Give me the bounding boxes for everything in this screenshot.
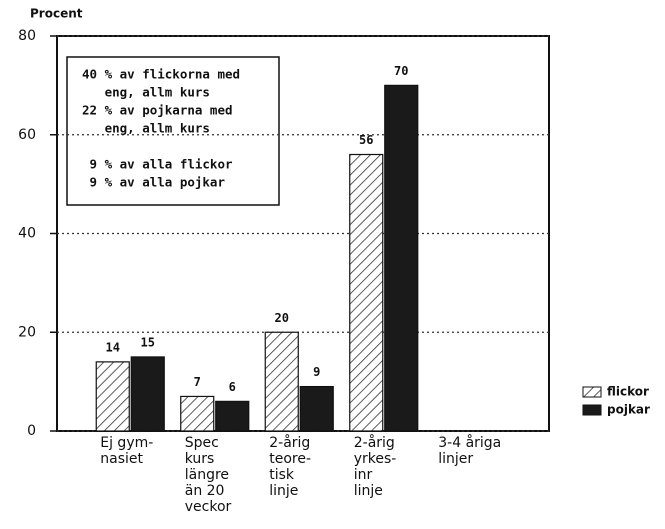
annotation-line: eng, allm kurs	[82, 85, 210, 100]
bar	[95, 361, 130, 432]
legend-swatch	[582, 386, 602, 398]
y-tick-label: 0	[27, 423, 36, 439]
x-tick-label: yrkes-	[354, 451, 397, 467]
annotation-line: 9 % av alla flickor	[82, 157, 233, 172]
value-label: 56	[359, 133, 373, 147]
x-tick-label: linjer	[438, 451, 473, 467]
annotation-line: 22 % av pojkarna med	[82, 103, 233, 118]
value-label: 6	[229, 380, 236, 394]
x-tick-label: nasiet	[100, 451, 143, 467]
bar	[215, 400, 250, 432]
bar	[180, 395, 215, 432]
x-tick-label: 2-årig	[269, 434, 310, 451]
legend-swatch	[582, 404, 602, 416]
value-label: 15	[141, 335, 155, 349]
annotation-box	[66, 56, 280, 206]
y-tick-label: 60	[18, 127, 36, 143]
x-tick-label: teore-	[269, 451, 311, 467]
legend-label: pojkar	[607, 403, 650, 417]
bar	[384, 84, 419, 432]
value-label: 70	[394, 64, 408, 78]
y-tick-label: 80	[18, 28, 36, 44]
y-axis-label: Procent	[30, 7, 83, 21]
value-label: 7	[194, 375, 201, 389]
x-tick-label: längre	[185, 467, 229, 483]
bar	[299, 385, 334, 432]
y-tick-label: 40	[18, 226, 36, 242]
bar	[264, 331, 299, 432]
annotation-line: 9 % av alla pojkar	[82, 175, 225, 190]
annotation-line: 40 % av flickorna med	[82, 67, 240, 82]
value-label: 20	[275, 311, 289, 325]
x-tick-label: tisk	[269, 467, 295, 483]
y-tick-label: 20	[18, 324, 36, 340]
x-tick-label: linje	[354, 483, 383, 499]
x-tick-label: linje	[269, 483, 298, 499]
x-tick-label: Ej gym-	[100, 435, 153, 451]
value-label: 9	[313, 365, 320, 379]
legend-label: flickor	[607, 385, 649, 399]
x-tick-label: inr	[354, 467, 373, 483]
bar	[349, 153, 384, 432]
x-tick-label: än 20	[185, 483, 225, 499]
value-label: 14	[106, 340, 120, 354]
x-tick-label: 3-4 åriga	[438, 434, 501, 451]
x-tick-label: Spec	[185, 435, 219, 451]
bar	[130, 356, 165, 432]
x-tick-label: 2-årig	[354, 434, 395, 451]
x-tick-label: kurs	[185, 451, 215, 467]
x-tick-label: veckor	[185, 499, 232, 515]
annotation-line: eng, allm kurs	[82, 121, 210, 136]
